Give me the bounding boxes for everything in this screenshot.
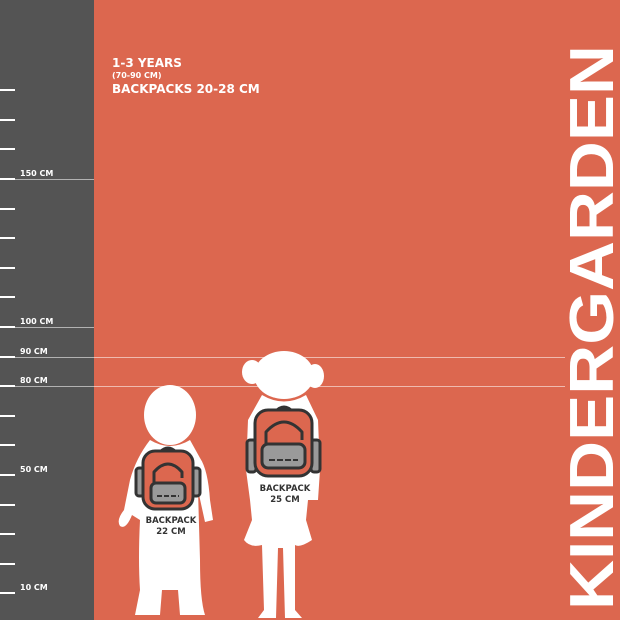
ruler-tick: [0, 355, 15, 358]
backpack-size: 25 CM: [270, 495, 300, 505]
ruler-tick: [0, 533, 15, 536]
ruler-tick: [0, 207, 15, 210]
height-ruler: [0, 0, 94, 620]
ruler-tick: [0, 237, 15, 240]
height-guide-line: [0, 179, 94, 180]
girl-backpack-label: BACKPACK 25 CM: [250, 484, 320, 506]
backpack-size: 22 CM: [156, 527, 186, 537]
backpack-label: BACKPACK: [259, 484, 311, 494]
ruler-tick: [0, 148, 15, 151]
age-range: 1-3 YEARS: [112, 56, 182, 70]
info-block: 1-3 YEARS (70-90 CM) BACKPACKS 20-28 CM: [112, 56, 260, 96]
ruler-label: 90 CM: [20, 346, 48, 356]
ruler-tick: [0, 444, 15, 447]
backpack-label: BACKPACK: [145, 516, 197, 526]
ruler-tick: [0, 503, 15, 506]
backpack-range: BACKPACKS 20-28 CM: [112, 82, 260, 96]
ruler-tick: [0, 266, 15, 269]
ruler-tick: [0, 414, 15, 417]
ruler-tick: [0, 474, 15, 476]
ruler-label: 80 CM: [20, 376, 48, 386]
ruler-tick: [0, 296, 15, 299]
ruler-tick: [0, 592, 15, 595]
boy-backpack-label: BACKPACK 22 CM: [136, 516, 206, 538]
ruler-label: 50 CM: [20, 465, 48, 474]
ruler-tick: [0, 562, 15, 565]
backpack-icon: [245, 405, 322, 478]
ruler-label: 10 CM: [20, 583, 48, 593]
height-guide-line: [0, 327, 94, 328]
ruler-tick: [0, 89, 15, 92]
height-range: (70-90 CM): [112, 71, 162, 80]
backpack-icon: [134, 446, 202, 511]
ruler-tick: [0, 118, 15, 121]
ruler-label: 100 CM: [20, 317, 54, 326]
kindergarden-title: KINDERGARDEN: [558, 45, 620, 610]
ruler-label: 150 CM: [20, 169, 54, 178]
